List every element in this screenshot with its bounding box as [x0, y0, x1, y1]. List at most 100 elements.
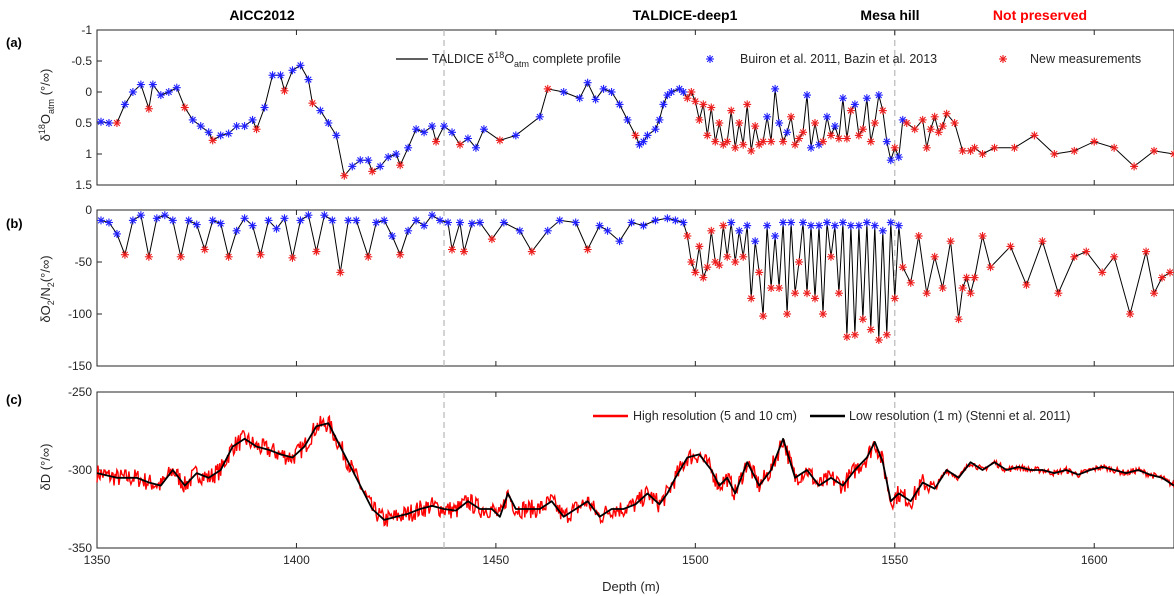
red-marker [854, 131, 863, 140]
blue-marker [156, 91, 165, 100]
red-marker [739, 252, 748, 261]
blue-marker [152, 214, 161, 223]
red-marker [962, 273, 971, 282]
blue-marker [160, 211, 169, 220]
x-tick-label: 1450 [483, 553, 510, 567]
y-tick-label: -50 [75, 255, 93, 269]
blue-marker [428, 122, 437, 131]
legend-a: TALDICE δ18Oatm complete profile Buiron … [396, 50, 1141, 69]
blue-marker [204, 128, 213, 137]
blue-marker [751, 237, 760, 246]
red-marker [926, 125, 935, 134]
red-marker [783, 310, 792, 318]
blue-marker [412, 125, 421, 134]
red-marker [950, 119, 959, 127]
blue-marker [559, 88, 568, 96]
blue-marker [276, 71, 285, 80]
red-marker [986, 263, 995, 272]
red-marker [858, 315, 867, 324]
red-marker [866, 137, 875, 146]
legend-hires-label: High resolution (5 and 10 cm) [633, 409, 797, 423]
red-marker [1150, 146, 1159, 155]
red-marker [691, 268, 700, 277]
red-marker [767, 284, 776, 292]
blue-marker [643, 131, 652, 140]
y-tick-label: -350 [68, 541, 92, 555]
panel-a-ylabel: δ18Oatm (°/∞) [37, 69, 56, 142]
red-marker [683, 232, 692, 240]
red-marker [990, 143, 999, 152]
blue-marker [807, 143, 816, 152]
blue-marker [320, 211, 329, 220]
blue-marker [727, 218, 736, 227]
red-marker [1166, 268, 1174, 277]
blue-marker [807, 221, 816, 230]
red-marker [1054, 289, 1063, 298]
red-marker [723, 252, 732, 261]
red-marker [256, 250, 265, 259]
red-marker [1150, 289, 1159, 298]
blue-marker [364, 156, 373, 165]
red-marker [906, 278, 915, 287]
red-marker [970, 143, 979, 152]
red-marker [938, 122, 947, 131]
blue-marker [188, 115, 197, 124]
blue-marker [623, 115, 632, 124]
red-marker [767, 137, 776, 146]
blue-marker [886, 218, 895, 227]
red-marker [922, 143, 931, 152]
blue-marker [679, 218, 688, 227]
blue-marker [232, 226, 241, 235]
blue-marker [822, 218, 831, 227]
blue-marker [324, 119, 333, 127]
y-tick-label: 0 [85, 203, 92, 217]
red-marker [834, 134, 843, 143]
red-marker [910, 125, 919, 134]
red-marker [775, 284, 784, 292]
red-marker [731, 143, 740, 152]
blue-marker [128, 216, 137, 225]
blue-marker [332, 131, 341, 140]
blue-marker [352, 216, 361, 225]
blue-marker [272, 224, 281, 233]
red-marker [1070, 146, 1079, 155]
y-tick-label: 1 [85, 147, 92, 161]
red-marker [1022, 280, 1031, 289]
red-marker [1110, 252, 1119, 261]
blue-marker [783, 128, 792, 137]
section-label-not-preserved: Not preserved [993, 7, 1087, 23]
red-marker [144, 104, 153, 113]
red-marker [543, 84, 552, 93]
panel-c-ylabel: δD (°/∞) [38, 444, 53, 491]
red-marker [966, 289, 975, 298]
profile-line [100, 214, 1171, 341]
blue-marker [412, 216, 421, 225]
red-marker [818, 137, 827, 146]
blue-marker [894, 221, 903, 230]
red-marker [934, 128, 943, 137]
red-marker [707, 103, 716, 112]
red-marker [834, 289, 843, 298]
blue-marker [168, 216, 177, 225]
blue-marker [499, 218, 508, 227]
blue-marker [830, 122, 839, 131]
red-marker [795, 258, 804, 266]
y-tick-label: -150 [68, 359, 92, 373]
x-axis-title: Depth (m) [602, 579, 660, 594]
blue-marker [763, 112, 772, 121]
red-marker [938, 284, 947, 292]
blue-marker [615, 237, 624, 246]
red-marker [890, 143, 899, 152]
red-marker [811, 119, 819, 127]
red-marker [715, 119, 724, 127]
blue-marker [838, 94, 847, 103]
y-tick-label: -250 [68, 385, 92, 399]
blue-marker [380, 216, 389, 225]
panel-a-d18o-atm: (a) δ18Oatm (°/∞) -1 -0.5 0 0.5 1 1.5 TALDICE… [6, 23, 1174, 192]
blue-marker [455, 218, 464, 227]
red-marker [699, 100, 708, 109]
y-tick-label: -300 [68, 463, 92, 477]
red-marker [432, 137, 441, 146]
blue-marker [172, 83, 181, 92]
